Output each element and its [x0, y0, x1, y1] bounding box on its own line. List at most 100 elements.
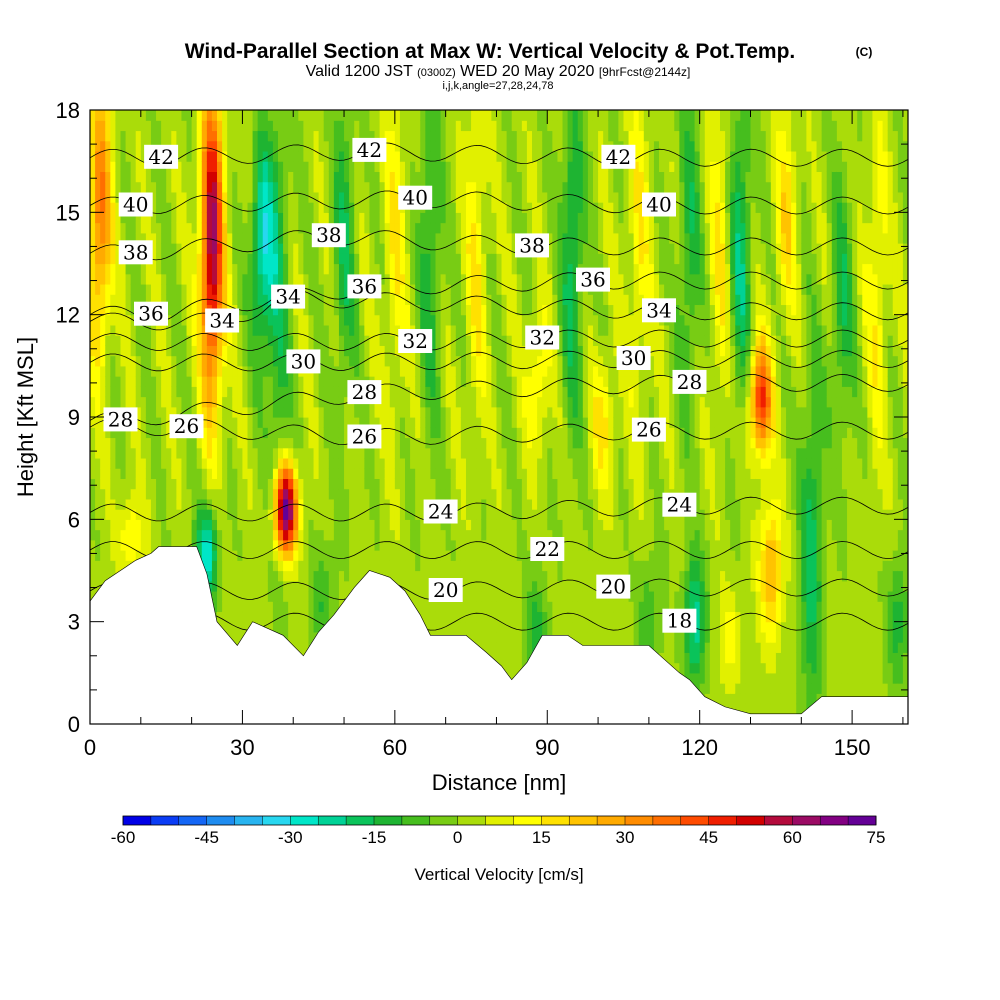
velocity-cell — [471, 406, 477, 418]
velocity-cell — [150, 376, 157, 387]
velocity-cell — [272, 314, 279, 326]
velocity-cell — [145, 273, 152, 285]
velocity-cell — [100, 406, 106, 418]
velocity-cell — [267, 590, 274, 602]
velocity-cell — [389, 283, 396, 295]
velocity-cell — [277, 427, 284, 439]
velocity-cell — [252, 376, 259, 387]
velocity-cell — [481, 212, 487, 224]
velocity-cell — [308, 437, 315, 449]
velocity-cell — [333, 365, 340, 377]
velocity-cell — [217, 212, 223, 224]
velocity-cell — [496, 212, 503, 224]
velocity-cell — [125, 171, 132, 183]
velocity-cell — [156, 222, 162, 234]
velocity-cell — [115, 181, 122, 193]
velocity-cell — [171, 498, 177, 510]
velocity-cell — [217, 580, 223, 592]
velocity-cell — [308, 263, 315, 275]
velocity-cell — [425, 253, 432, 265]
velocity-cell — [181, 324, 188, 336]
velocity-cell — [349, 345, 355, 357]
velocity-cell — [90, 161, 96, 172]
velocity-cell — [455, 253, 462, 265]
velocity-cell — [333, 550, 340, 561]
velocity-cell — [384, 478, 391, 490]
velocity-cell — [369, 335, 376, 346]
velocity-cell — [491, 406, 498, 418]
velocity-cell — [242, 283, 249, 295]
velocity-cell — [399, 550, 406, 561]
velocity-cell — [354, 355, 360, 367]
velocity-cell — [140, 120, 147, 132]
velocity-cell — [257, 150, 264, 162]
velocity-cell — [333, 519, 340, 531]
velocity-cell — [232, 631, 238, 643]
velocity-cell — [394, 457, 401, 469]
velocity-cell — [125, 427, 132, 439]
velocity-cell — [267, 580, 274, 592]
velocity-cell — [227, 611, 233, 623]
velocity-cell — [496, 222, 503, 234]
velocity-cell — [445, 161, 452, 172]
velocity-cell — [247, 243, 254, 254]
velocity-cell — [460, 498, 467, 510]
velocity-cell — [211, 130, 218, 142]
velocity-cell — [303, 498, 310, 510]
velocity-cell — [491, 314, 498, 326]
velocity-cell — [455, 335, 462, 346]
velocity-cell — [384, 529, 391, 541]
velocity-cell — [95, 191, 101, 203]
velocity-cell — [252, 294, 259, 306]
velocity-cell — [344, 355, 350, 367]
velocity-cell — [359, 560, 365, 572]
velocity-cell — [166, 529, 172, 541]
velocity-cell — [430, 150, 437, 162]
velocity-cell — [405, 294, 411, 306]
velocity-cell — [201, 253, 208, 265]
velocity-cell — [186, 120, 193, 132]
velocity-cell — [242, 427, 249, 439]
velocity-cell — [95, 570, 101, 582]
velocity-cell — [201, 140, 208, 152]
velocity-cell — [491, 222, 498, 234]
velocity-cell — [440, 345, 447, 357]
velocity-cell — [506, 519, 513, 531]
velocity-cell — [217, 498, 223, 510]
velocity-cell — [257, 529, 264, 541]
velocity-cell — [135, 355, 142, 367]
velocity-cell — [430, 345, 437, 357]
velocity-cell — [267, 120, 274, 132]
velocity-cell — [277, 202, 284, 213]
velocity-cell — [455, 406, 462, 418]
velocity-cell — [237, 611, 244, 623]
velocity-cell — [460, 263, 467, 275]
velocity-cell — [176, 222, 183, 234]
velocity-cell — [100, 171, 106, 183]
velocity-cell — [303, 294, 310, 306]
velocity-cell — [150, 447, 157, 459]
velocity-cell — [476, 140, 482, 152]
velocity-cell — [90, 283, 96, 295]
velocity-cell — [262, 386, 269, 398]
velocity-cell — [506, 621, 513, 633]
velocity-cell — [455, 498, 462, 510]
velocity-cell — [435, 406, 442, 418]
velocity-cell — [161, 386, 167, 398]
velocity-cell — [323, 386, 330, 398]
velocity-cell — [359, 570, 365, 582]
velocity-cell — [465, 120, 472, 132]
velocity-cell — [445, 550, 452, 561]
velocity-cell — [95, 376, 101, 387]
velocity-cell — [272, 181, 279, 193]
velocity-cell — [95, 437, 101, 449]
velocity-cell — [262, 447, 269, 459]
velocity-cell — [262, 161, 269, 172]
velocity-cell — [496, 324, 503, 336]
velocity-cell — [303, 283, 310, 295]
velocity-cell — [415, 457, 421, 469]
velocity-cell — [293, 110, 299, 121]
velocity-cell — [222, 161, 228, 172]
velocity-cell — [90, 560, 96, 572]
velocity-cell — [491, 590, 498, 602]
